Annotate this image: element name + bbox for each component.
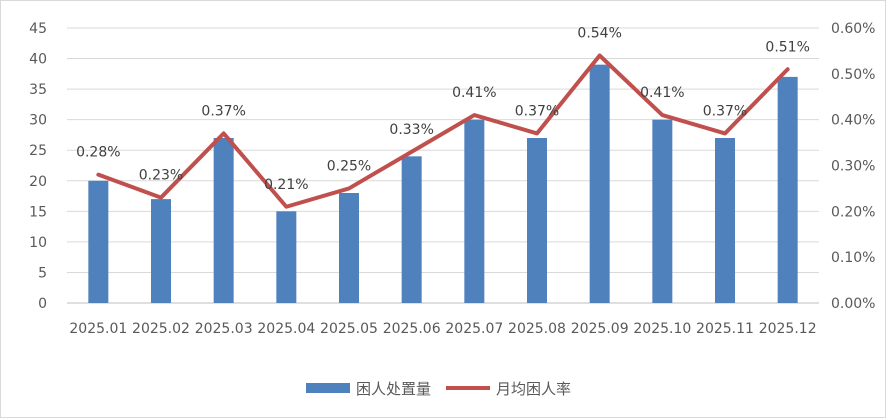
x-tick-label: 2025.05 xyxy=(320,321,378,337)
bar xyxy=(88,180,109,303)
right-axis: 0.00% 0.10% 0.20% 0.30% 0.40% 0.50% 0.60% xyxy=(831,21,875,312)
x-tick-label: 2025.07 xyxy=(445,321,503,337)
line-series xyxy=(96,53,790,209)
left-axis: 0 5 10 15 20 25 30 35 40 45 xyxy=(29,21,47,312)
bar xyxy=(527,138,547,303)
line-data-label: 0.23% xyxy=(139,168,183,184)
bar xyxy=(339,193,359,303)
left-tick-label: 45 xyxy=(29,21,47,37)
bar xyxy=(777,76,798,303)
line-data-label: 0.33% xyxy=(389,122,433,138)
right-tick-label: 0.20% xyxy=(831,204,875,220)
line-data-label: 0.41% xyxy=(640,85,684,101)
x-tick-label: 2025.03 xyxy=(195,321,253,337)
data-labels: 0.28% 0.23% 0.37% 0.21% 0.25% 0.33% 0.41% 0.37%… xyxy=(76,26,810,193)
left-tick-label: 15 xyxy=(29,204,47,220)
legend-label-line: 月均困人率 xyxy=(496,380,571,398)
line-data-label: 0.37% xyxy=(515,103,559,119)
x-tick-label: 2025.08 xyxy=(508,321,566,337)
legend-label-bar: 困人处置量 xyxy=(356,380,431,398)
right-tick-label: 0.50% xyxy=(831,67,875,83)
line-data-label: 0.41% xyxy=(452,85,496,101)
left-tick-label: 20 xyxy=(29,174,47,190)
left-tick-label: 35 xyxy=(29,82,47,98)
left-tick-label: 30 xyxy=(29,113,47,129)
bar xyxy=(715,138,735,303)
bar xyxy=(276,211,297,303)
bar xyxy=(464,119,485,304)
line-data-label: 0.51% xyxy=(765,39,809,55)
bar xyxy=(589,64,610,303)
left-tick-label: 10 xyxy=(29,235,47,251)
right-tick-label: 0.00% xyxy=(831,296,875,312)
legend: 困人处置量 月均困人率 xyxy=(306,380,571,398)
x-tick-label: 2025.09 xyxy=(571,321,629,337)
x-tick-label: 2025.06 xyxy=(383,321,441,337)
bar xyxy=(151,199,171,303)
legend-swatch-bar xyxy=(306,383,350,393)
bar xyxy=(401,156,422,303)
line-data-label: 0.21% xyxy=(264,177,308,193)
x-tick-label: 2025.12 xyxy=(759,321,817,337)
x-tick-label: 2025.04 xyxy=(257,321,315,337)
line-data-label: 0.37% xyxy=(703,103,747,119)
right-tick-label: 0.60% xyxy=(831,21,875,37)
left-tick-label: 25 xyxy=(29,143,47,159)
line-data-label: 0.37% xyxy=(201,103,245,119)
left-tick-label: 40 xyxy=(29,52,47,68)
x-tick-label: 2025.02 xyxy=(132,321,190,337)
x-tick-label: 2025.01 xyxy=(69,321,127,337)
x-tick-label: 2025.10 xyxy=(633,321,691,337)
right-tick-label: 0.10% xyxy=(831,250,875,266)
left-tick-label: 0 xyxy=(38,296,47,312)
bar-series xyxy=(88,64,798,304)
line-data-label: 0.25% xyxy=(327,158,371,174)
line-path xyxy=(96,53,790,209)
right-tick-label: 0.40% xyxy=(831,113,875,129)
bar xyxy=(652,119,673,304)
right-tick-label: 0.30% xyxy=(831,159,875,175)
bar xyxy=(213,138,234,303)
x-tick-label: 2025.11 xyxy=(696,321,754,337)
left-tick-label: 5 xyxy=(38,265,47,281)
x-axis: 2025.01 2025.02 2025.03 2025.04 2025.05 2025.… xyxy=(69,321,816,337)
gridlines xyxy=(67,27,819,304)
line-data-label: 0.28% xyxy=(76,145,120,161)
line-data-label: 0.54% xyxy=(577,26,621,42)
